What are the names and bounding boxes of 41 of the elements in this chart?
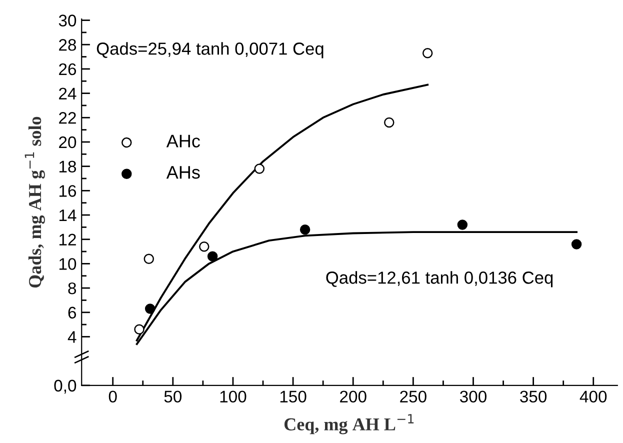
x-tick-label: 400 bbox=[580, 390, 607, 403]
legend-label: AHc bbox=[166, 134, 200, 148]
x-tick-label: 200 bbox=[340, 390, 366, 403]
x-tick-label: 150 bbox=[280, 390, 306, 403]
annotation: Qads=12,61 tanh 0,0136 Ceq bbox=[326, 271, 553, 288]
y-tick-label: 26 bbox=[59, 63, 76, 76]
point bbox=[144, 254, 154, 264]
y-tick-label: 28 bbox=[59, 39, 76, 51]
y-tick-label: 24 bbox=[59, 88, 76, 100]
legend-label: AHs bbox=[166, 166, 200, 179]
y-tick-label: 12 bbox=[59, 234, 76, 246]
x-tick-label: 100 bbox=[220, 390, 246, 403]
annotation: Qads=25,94 tanh 0,0071 Ceq bbox=[96, 42, 324, 58]
x-axis-title: Ceq, mg AH L$^{−1}$ bbox=[284, 414, 414, 434]
y-tick-label: 0,0 bbox=[54, 380, 76, 394]
y-tick-label: 30 bbox=[58, 14, 76, 26]
y-tick-label: 18 bbox=[59, 160, 76, 173]
y-tick-label: 22 bbox=[59, 112, 76, 124]
y-tick-label: 14 bbox=[59, 210, 76, 222]
x-tick-label: 350 bbox=[520, 390, 547, 403]
y-tick-label: 4 bbox=[68, 331, 76, 343]
y-tick-label: 6 bbox=[68, 306, 76, 319]
x-tick-label: 50 bbox=[164, 390, 182, 403]
point bbox=[457, 220, 468, 230]
point bbox=[384, 117, 394, 128]
point bbox=[422, 48, 433, 58]
y-tick-label: 20 bbox=[59, 136, 76, 148]
y-axis-title: Qads, mg AH g$^{−1}$ solo bbox=[24, 116, 45, 288]
y-tick-label: 8 bbox=[68, 282, 76, 294]
point bbox=[300, 224, 310, 235]
point bbox=[134, 324, 144, 335]
x-tick-label: 250 bbox=[400, 390, 426, 403]
y-tick-label: 10 bbox=[59, 258, 76, 270]
x-tick-label: 0 bbox=[108, 390, 117, 403]
point bbox=[207, 251, 218, 262]
point bbox=[254, 164, 265, 174]
y-tick-label: 16 bbox=[59, 185, 76, 197]
point bbox=[199, 242, 210, 252]
x-tick-label: 300 bbox=[460, 390, 486, 403]
point bbox=[571, 239, 582, 250]
point bbox=[144, 304, 156, 314]
